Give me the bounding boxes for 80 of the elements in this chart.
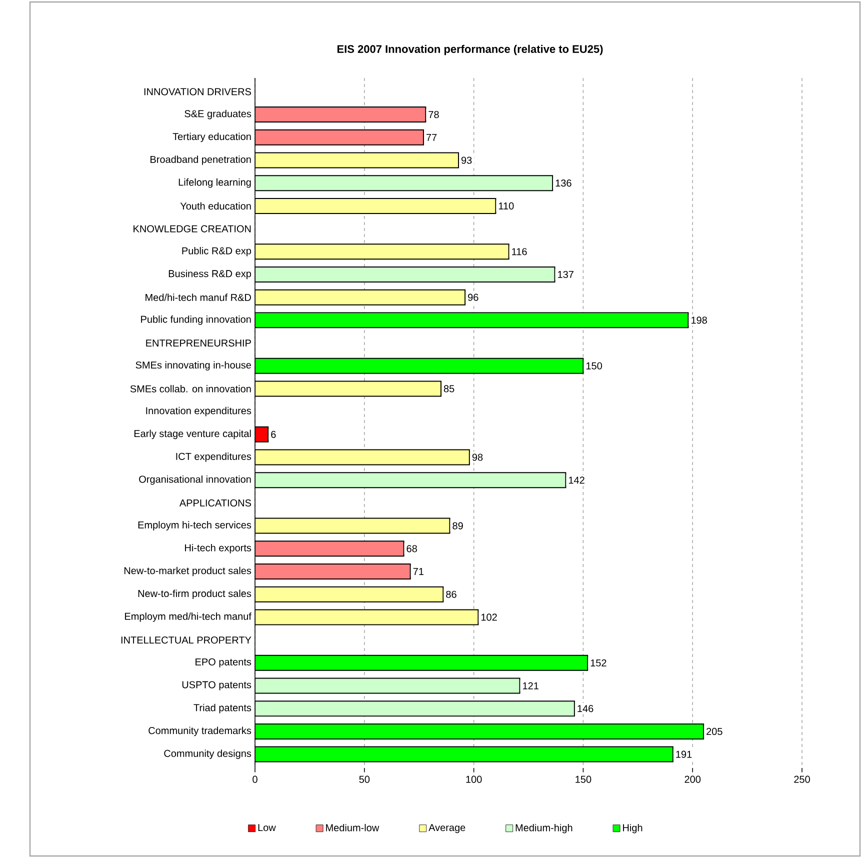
data-label: 86 (446, 590, 456, 598)
data-label: 191 (676, 750, 692, 758)
y-tick-label: INNOVATION DRIVERS (144, 88, 252, 96)
data-label: 85 (444, 385, 454, 392)
data-label: 136 (556, 180, 572, 187)
y-tick-label: Business R&D exp (168, 270, 252, 280)
data-label: 71 (413, 568, 424, 575)
bar (255, 244, 510, 260)
y-tick-label: Organisational innovation (139, 475, 251, 485)
bar (255, 586, 444, 602)
bar (255, 152, 459, 168)
y-tick-label: SMEs innovating in-house (136, 361, 251, 371)
y-tick-label: Innovation expenditures (146, 406, 252, 416)
bar (255, 723, 704, 740)
y-tick-label: Med/hi-tech manuf R&D (146, 294, 251, 301)
data-label: 68 (406, 545, 417, 552)
y-tick-label: ENTREPRENEURSHIP (146, 339, 251, 347)
data-label: 77 (426, 134, 437, 141)
data-label: 96 (468, 294, 478, 301)
data-label: 121 (523, 682, 538, 690)
y-tick-label: Public R&D exp (182, 246, 252, 256)
y-tick-label: Employm hi-tech services (138, 521, 252, 530)
bar (255, 518, 450, 534)
data-label: 152 (590, 659, 606, 666)
y-tick-label: SMEs collab. on innovation (130, 385, 251, 392)
y-tick-label: Tertiary education (172, 132, 251, 142)
y-tick-label: Hi-tech exports (185, 544, 252, 554)
data-label: 93 (461, 156, 472, 164)
y-tick-label: KNOWLEDGE CREATION (134, 225, 251, 232)
y-tick-label: Lifelong learning (178, 178, 251, 188)
data-label: 116 (512, 248, 527, 256)
y-tick-label: ICT expenditures (176, 452, 252, 462)
data-label: 110 (498, 202, 514, 210)
data-label: 198 (691, 316, 707, 324)
bar (255, 106, 426, 123)
data-label: 150 (586, 362, 602, 370)
y-tick-label: EPO patents (196, 658, 252, 668)
y-tick-label: Triad patents (194, 704, 252, 714)
x-tick-label: 150 (576, 776, 592, 783)
y-tick-label: New-to-market product sales (124, 566, 252, 576)
y-tick-label: Youth education (180, 202, 251, 210)
data-label: 89 (452, 522, 463, 530)
y-tick-label: Early stage venture capital (134, 430, 251, 440)
bar (255, 540, 404, 557)
x-tick-label: 0 (252, 776, 258, 783)
bar (255, 564, 411, 580)
x-tick-label: 200 (684, 776, 701, 783)
y-tick-label: Public funding innovation (141, 316, 251, 325)
y-tick-label: Community designs (164, 750, 252, 759)
data-label: 6 (271, 430, 276, 438)
y-tick-label: Broadband penetration (150, 156, 251, 165)
data-label: 146 (578, 705, 594, 712)
bar (255, 654, 588, 671)
data-label: 137 (558, 270, 574, 278)
x-tick-label: 50 (359, 776, 370, 783)
data-label: 98 (472, 454, 483, 461)
y-tick-label: USPTO patents (182, 681, 252, 690)
legend-label: Low (258, 824, 276, 832)
bar (255, 609, 479, 626)
bar (255, 380, 442, 397)
y-tick-label: APPLICATIONS (179, 499, 252, 506)
legend-label: Medium-high (516, 824, 572, 834)
y-tick-label: Community trademarks (148, 726, 252, 736)
y-tick-label: New-to-firm product sales (138, 590, 252, 600)
legend-label: Average (428, 824, 466, 834)
legend-label: High (623, 824, 642, 834)
data-label: 102 (481, 614, 497, 621)
bar (255, 129, 424, 146)
bar (255, 198, 496, 214)
data-label: 205 (706, 728, 722, 735)
x-tick-label: 100 (466, 776, 482, 783)
x-tick-label: 250 (794, 776, 810, 783)
data-label: 78 (428, 111, 439, 118)
y-tick-label: S&E graduates (184, 110, 252, 120)
legend-label: Medium-low (326, 824, 380, 832)
chart-title: EIS 2007 Innovation performance (relative to EU25) (337, 44, 603, 56)
y-tick-label: INTELLECTUAL PROPERTY (121, 636, 252, 644)
y-tick-label: Employm med/hi-tech manuf (125, 612, 252, 622)
data-label: 142 (568, 476, 584, 484)
bar (255, 358, 584, 374)
